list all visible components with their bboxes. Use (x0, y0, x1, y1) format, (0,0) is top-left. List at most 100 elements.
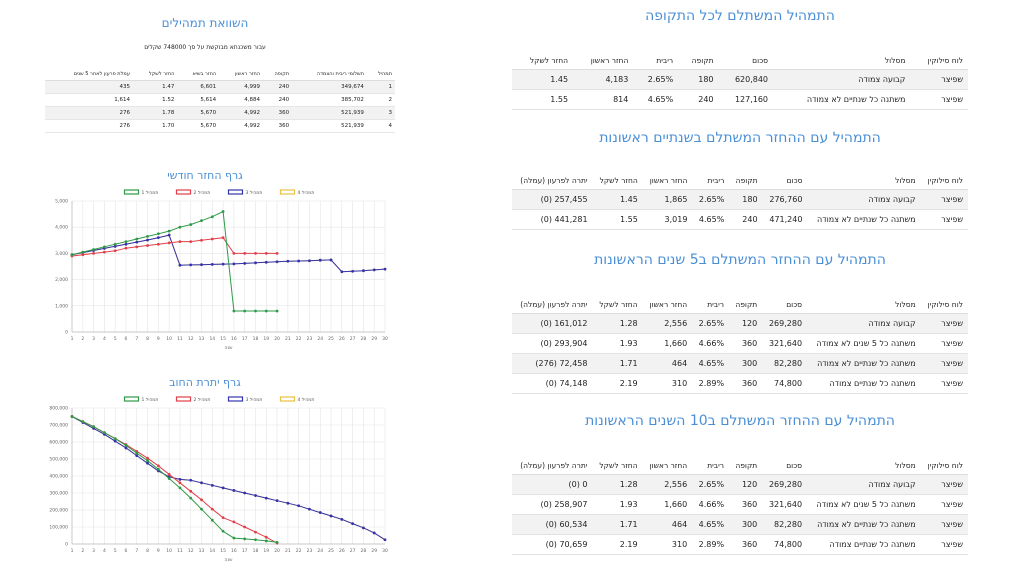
table-cell: 620,840 (718, 69, 774, 90)
x-tick-label: 11 (177, 548, 183, 554)
table-cell: 276 (45, 106, 133, 120)
table-cell: 2 (366, 93, 395, 107)
data-point (232, 536, 236, 540)
data-point (318, 511, 322, 514)
y-tick-label: 500,000 (49, 457, 68, 463)
table-cell: 3 (366, 106, 395, 120)
data-point (102, 431, 106, 435)
y-tick-label: 800,000 (49, 406, 68, 412)
table-title: התמהיל עם ההחזר המשתלם ב5 שנים הראשונות (594, 252, 886, 268)
table-cell: 1.78 (132, 106, 178, 120)
data-point (178, 486, 182, 490)
table-cell: 1.28 (592, 313, 643, 334)
y-tick-label: 1,000 (55, 303, 68, 309)
data-point (232, 309, 236, 313)
data-point (146, 456, 149, 460)
x-tick-label: 7 (135, 548, 138, 554)
table-wrap: לוח סילוקין מסלול סכום תקופה ריבית החזר ראשון… (512, 296, 968, 394)
legend-swatch (123, 189, 140, 195)
table-cell: 4.65% (692, 514, 730, 535)
data-point (286, 259, 290, 263)
x-tick-label: 23 (307, 548, 313, 554)
table-cell: 5,670 (177, 106, 220, 120)
x-tick-label: 19 (263, 548, 269, 554)
header-cell: החזר ראשון (219, 68, 264, 81)
table-cell: 2.65% (633, 69, 679, 90)
x-tick-label: 19 (263, 336, 269, 342)
table-row: 1 349,674 240 4,999 6,601 1.47 435 (45, 80, 395, 94)
table-cell: משתנה כל שנתיים לא צמודה (773, 89, 911, 110)
table-cell: שפיצר (920, 353, 968, 374)
x-tick-label: 17 (242, 548, 248, 554)
data-point (264, 496, 268, 500)
data-point (189, 489, 193, 493)
table-cell: 300 (729, 514, 763, 535)
x-tick-label: 9 (157, 548, 160, 554)
x-axis-label: שנה (225, 346, 233, 351)
x-tick-label: 5 (114, 548, 117, 554)
table-row: שפיצר משתנה כל 5 שנים לא צמודה 321,640 360 4… (512, 333, 968, 354)
table-cell: 464 (642, 353, 693, 374)
data-point (329, 258, 333, 262)
x-tick-label: 29 (371, 336, 377, 342)
data-point (124, 246, 128, 250)
x-tick-label: 14 (209, 336, 215, 342)
table-cell: 1.70 (132, 119, 178, 133)
x-tick-label: 18 (253, 336, 259, 342)
table-cell: 471,240 (762, 209, 808, 230)
data-point (167, 472, 171, 476)
data-point (200, 507, 203, 511)
data-point (102, 245, 106, 249)
x-tick-label: 10 (166, 548, 172, 554)
x-tick-label: 26 (339, 548, 345, 554)
table-cell: 360 (729, 373, 763, 394)
table-wrap: לוח סילוקין מסלול סכום תקופה ריבית החזר ראשון… (512, 172, 968, 230)
table: לוח סילוקין מסלול סכום תקופה ריבית החזר ראשון… (512, 52, 968, 110)
header-row: לוח סילוקין מסלול סכום תקופה ריבית החזר ראשון… (512, 52, 968, 70)
data-point (362, 269, 365, 273)
data-point (254, 538, 257, 542)
data-point (189, 263, 193, 267)
compare-title: השוואת תמהילים (161, 16, 249, 30)
data-point (146, 238, 149, 242)
data-point (81, 253, 85, 257)
table-cell: 2,556 (642, 313, 693, 334)
data-point (254, 252, 257, 255)
data-point (232, 520, 236, 524)
data-point (275, 309, 279, 313)
monthly-chart: גרף החזר חודשי 0 1,000 2,000 3,000 4,000 5,000… (55, 169, 388, 351)
data-point (113, 437, 117, 440)
table-cell: 4,999 (219, 80, 264, 94)
data-point (178, 478, 182, 481)
series-line (71, 416, 386, 541)
data-point (189, 478, 193, 482)
data-point (243, 537, 247, 541)
x-tick-label: 14 (209, 548, 215, 554)
data-point (156, 236, 160, 240)
header-cell: לוח סילוקין (920, 172, 968, 190)
x-tick-label: 16 (231, 336, 237, 342)
x-tick-label: 13 (199, 336, 205, 342)
data-point (146, 234, 149, 238)
data-point (200, 219, 203, 223)
table-cell: 2.65% (692, 474, 730, 495)
data-point (189, 223, 193, 226)
data-point (232, 262, 236, 266)
header-cell: מסלול (807, 296, 921, 314)
header-cell: מסלול (807, 457, 921, 475)
table-cell: קבועה צמודה (773, 69, 911, 90)
table-cell: 2.19 (592, 373, 643, 394)
data-point (264, 260, 268, 264)
table-cell: שפיצר (910, 69, 968, 90)
data-point (210, 237, 214, 241)
table-cell: 310 (642, 373, 693, 394)
table-cell: שפיצר (920, 313, 968, 334)
table-cell: 74,800 (762, 534, 808, 555)
x-tick-label: 17 (242, 336, 248, 342)
table-title: התמהיל עם ההחזר המשתלם ב10 השנים הראשונו… (585, 413, 895, 429)
header-cell: תקופה (729, 296, 763, 314)
table-cell: 74,148 (0) (512, 373, 593, 394)
header-cell: החזר לשקל (132, 68, 178, 81)
data-point (254, 261, 257, 265)
table-cell: משתנה כל שנתיים לא צמודה (807, 353, 921, 374)
